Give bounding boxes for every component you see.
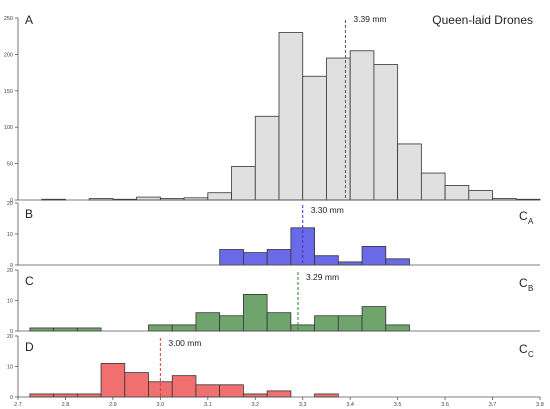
mean-value-label: 3.29 mm xyxy=(306,272,339,282)
mean-value-label: 3.00 mm xyxy=(168,338,201,348)
histogram-bar xyxy=(337,315,363,332)
panel-a: 0 50 100 150 200 250 3.39 mm A Queen-laid Drones xyxy=(4,13,541,204)
y-tick-label: 20 xyxy=(7,334,13,340)
x-tick-label: 3.6 xyxy=(441,402,449,408)
y-tick-label: 0 xyxy=(10,263,13,269)
histogram-bar xyxy=(124,372,149,398)
y-tick-label: 10 xyxy=(7,365,13,371)
y-tick-label: 0 xyxy=(10,395,13,401)
histogram-bar xyxy=(266,312,292,332)
histogram-bar xyxy=(397,143,422,201)
histogram-bar xyxy=(195,384,221,398)
corner-subscript: A xyxy=(528,217,534,226)
histogram-bar xyxy=(148,324,173,332)
histogram-bar xyxy=(314,315,339,332)
histogram-bar xyxy=(219,315,244,332)
y-tick-label: 10 xyxy=(7,232,13,238)
histogram-bar xyxy=(219,249,244,266)
y-tick-label: 250 xyxy=(4,16,13,22)
histogram-bar xyxy=(254,115,280,201)
corner-subscript: B xyxy=(528,284,533,293)
histogram-bar xyxy=(314,255,339,266)
histogram-bar xyxy=(468,190,493,201)
histogram-bar xyxy=(314,393,339,398)
corner-label: C xyxy=(519,276,528,290)
y-tick-label: 150 xyxy=(4,89,13,95)
x-tick-label: 3.0 xyxy=(157,402,165,408)
corner-label: C xyxy=(519,342,528,356)
histogram-bar xyxy=(326,57,351,201)
histogram-bar xyxy=(420,172,446,201)
panel-letter: D xyxy=(25,340,34,354)
histogram-bar xyxy=(361,245,387,266)
x-tick-label: 3.1 xyxy=(204,402,212,408)
histogram-bar xyxy=(266,390,292,398)
histogram-bar xyxy=(385,324,410,332)
histogram-bar xyxy=(136,196,161,201)
corner-label: C xyxy=(519,209,528,223)
y-tick-label: 0 xyxy=(10,198,13,204)
x-tick-label: 2.7 xyxy=(14,402,22,408)
histogram-bar xyxy=(385,258,410,266)
x-tick-label: 3.2 xyxy=(251,402,259,408)
histogram-bar xyxy=(53,393,78,398)
histogram-bar xyxy=(29,327,54,332)
mean-value-label: 3.39 mm xyxy=(353,14,386,24)
histogram-bar xyxy=(243,252,268,266)
histogram-bar xyxy=(195,312,221,332)
panel-letter: A xyxy=(25,13,33,27)
histogram-bar xyxy=(444,185,470,201)
y-tick-label: 10 xyxy=(7,299,13,305)
histogram-bar xyxy=(207,192,232,201)
y-tick-label: 100 xyxy=(4,125,13,131)
histogram-bar xyxy=(278,32,304,201)
histogram-bar xyxy=(76,393,102,398)
histogram-bar xyxy=(361,306,387,332)
y-tick-label: 20 xyxy=(7,268,13,274)
histogram-bar xyxy=(171,375,197,398)
mean-value-label: 3.30 mm xyxy=(311,205,344,215)
y-tick-label: 0 xyxy=(10,329,13,335)
histogram-bar xyxy=(231,166,256,201)
panel-b: 0 10 20 3.30 mm B C A xyxy=(7,201,540,269)
x-tick-label: 3.8 xyxy=(536,402,544,408)
y-tick-label: 200 xyxy=(4,52,13,58)
panel-letter: B xyxy=(25,207,33,221)
histogram-bar xyxy=(53,327,78,332)
y-tick-label: 50 xyxy=(7,162,13,168)
histogram-bar xyxy=(290,324,315,332)
chart-title: Queen-laid Drones xyxy=(432,13,533,27)
histogram-bar xyxy=(337,261,363,266)
histogram-bar xyxy=(266,249,292,266)
histogram-bar xyxy=(373,64,399,201)
x-tick-label: 2.8 xyxy=(62,402,70,408)
histogram-bar xyxy=(302,75,327,201)
x-tick-label: 2.9 xyxy=(109,402,117,408)
histogram-bar xyxy=(243,393,268,398)
histogram-bar xyxy=(100,363,126,398)
histogram-bar xyxy=(29,393,54,398)
panel-letter: C xyxy=(25,274,34,288)
panel-d: 0 10 20 3.00 mm D C C xyxy=(7,334,540,401)
y-tick-label: 20 xyxy=(7,201,13,207)
x-tick-label: 3.3 xyxy=(299,402,307,408)
x-tick-label: 3.5 xyxy=(394,402,402,408)
histogram-bar xyxy=(243,293,268,332)
histogram-bar xyxy=(76,327,102,332)
histogram-bar xyxy=(349,50,375,201)
corner-subscript: C xyxy=(528,350,534,359)
histogram-bar xyxy=(171,324,197,332)
x-tick-label: 3.7 xyxy=(489,402,497,408)
histogram-bar xyxy=(219,384,244,398)
x-tick-label: 3.4 xyxy=(346,402,354,408)
